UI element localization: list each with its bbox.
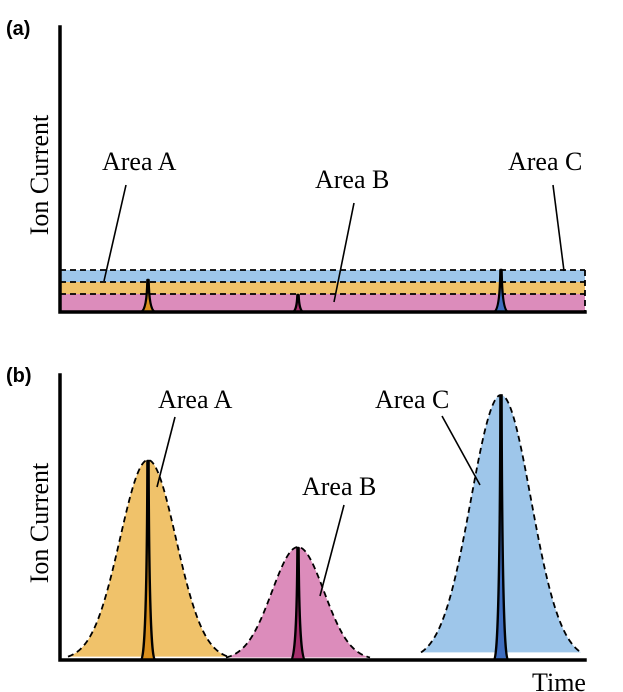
panel-a-label: (a) xyxy=(6,18,30,40)
panel-b-broad-peak-b-outline xyxy=(225,546,371,659)
panel-b-narrow-peaks xyxy=(139,394,510,662)
panel-a-leader-area-b xyxy=(333,202,355,303)
panel-a-y-axis-title: Ion Current xyxy=(25,114,54,235)
panel-a-narrow-peaks xyxy=(139,268,510,314)
panel-b-leader-area-b xyxy=(319,504,345,597)
panel-b-leader-area-c xyxy=(441,415,481,486)
panel-b-area-b-label: Area B xyxy=(302,472,376,501)
panel-a-narrow-peak-a xyxy=(139,278,157,314)
panel-b-area-c-label: Area C xyxy=(375,385,449,414)
panel-a-area-bands xyxy=(60,269,586,312)
panel-b-narrow-peak-a xyxy=(139,459,157,662)
panel-b-broad-peak-a-outline xyxy=(67,459,229,658)
panel-a-leader-area-c xyxy=(552,184,565,272)
panel-b-axes xyxy=(58,373,587,662)
panel-b-narrow-peak-c xyxy=(492,394,510,662)
panel-a-band-b xyxy=(60,294,585,312)
panel-b-leader-area-a xyxy=(156,416,176,488)
panel-a-area-c-label: Area C xyxy=(508,147,582,176)
panel-a-leader-area-a xyxy=(103,184,127,282)
panel-a-band-c xyxy=(60,270,585,282)
panel-a-band-a xyxy=(60,282,585,294)
panel-b-x-axis-title: Time xyxy=(532,668,586,692)
panel-b-label: (b) xyxy=(6,365,32,387)
panel-a-axes xyxy=(58,25,587,314)
panel-a-narrow-peak-c xyxy=(492,268,510,314)
panel-b: (b) Ion Current Area A Area B Area C Tim… xyxy=(6,365,587,692)
panel-b-narrow-peak-b xyxy=(289,546,307,662)
panel-b-y-axis-title: Ion Current xyxy=(25,462,54,583)
panel-a: (a) Ion Current Area A Area B Area C xyxy=(6,18,587,314)
panel-b-area-a-label: Area A xyxy=(158,385,233,414)
panel-a-area-a-label: Area A xyxy=(102,147,177,176)
panel-a-area-b-label: Area B xyxy=(315,165,389,194)
